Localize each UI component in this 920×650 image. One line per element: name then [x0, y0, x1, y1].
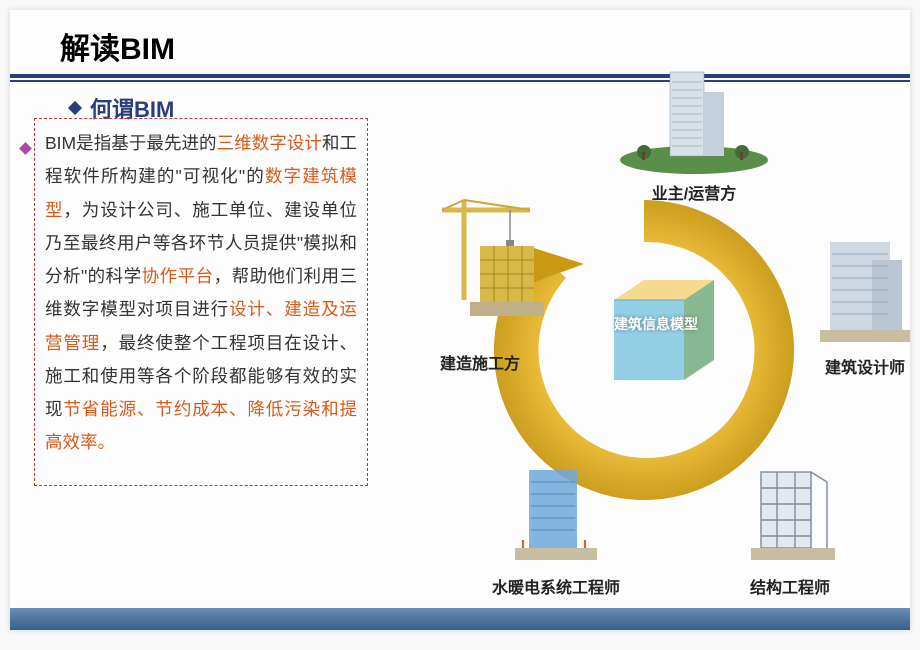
role-label: 水暖电系统工程师: [456, 574, 656, 598]
tower-icon: [614, 56, 774, 176]
role-contractor: 建造施工方: [410, 350, 550, 374]
pipes-building-icon: [501, 460, 611, 570]
role-label: 结构工程师: [700, 574, 880, 598]
role-architect: 建筑设计师: [800, 230, 920, 378]
footer-bar: [10, 608, 910, 630]
role-label: 建造施工方: [410, 350, 550, 374]
role-owner: 业主/运营方: [604, 56, 784, 204]
bim-cycle-diagram: 建筑信息模型: [384, 60, 920, 620]
diamond-icon: [68, 101, 82, 115]
description-box: BIM是指基于最先进的三维数字设计和工程软件所构建的"可视化"的数字建筑模型，为…: [34, 118, 368, 486]
role-label: 建筑设计师: [800, 354, 920, 378]
description-text: BIM是指基于最先进的三维数字设计和工程软件所构建的"可视化"的数字建筑模型，为…: [45, 133, 357, 452]
role-label: 业主/运营方: [604, 180, 784, 204]
office-block-icon: [810, 230, 920, 350]
role-mep: 水暖电系统工程师: [456, 460, 656, 598]
cube-label: 建筑信息模型: [614, 314, 698, 334]
role-structural: 结构工程师: [700, 460, 880, 598]
diamond-icon: [21, 131, 30, 164]
crane-icon: [434, 190, 554, 330]
frame-building-icon: [735, 460, 845, 570]
